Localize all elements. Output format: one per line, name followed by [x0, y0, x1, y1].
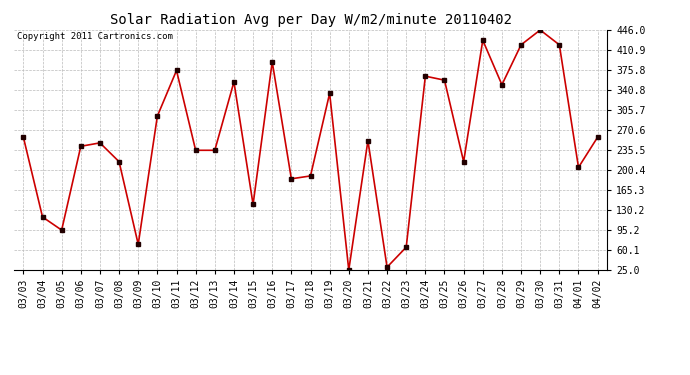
Text: Copyright 2011 Cartronics.com: Copyright 2011 Cartronics.com	[17, 32, 172, 41]
Title: Solar Radiation Avg per Day W/m2/minute 20110402: Solar Radiation Avg per Day W/m2/minute …	[110, 13, 511, 27]
